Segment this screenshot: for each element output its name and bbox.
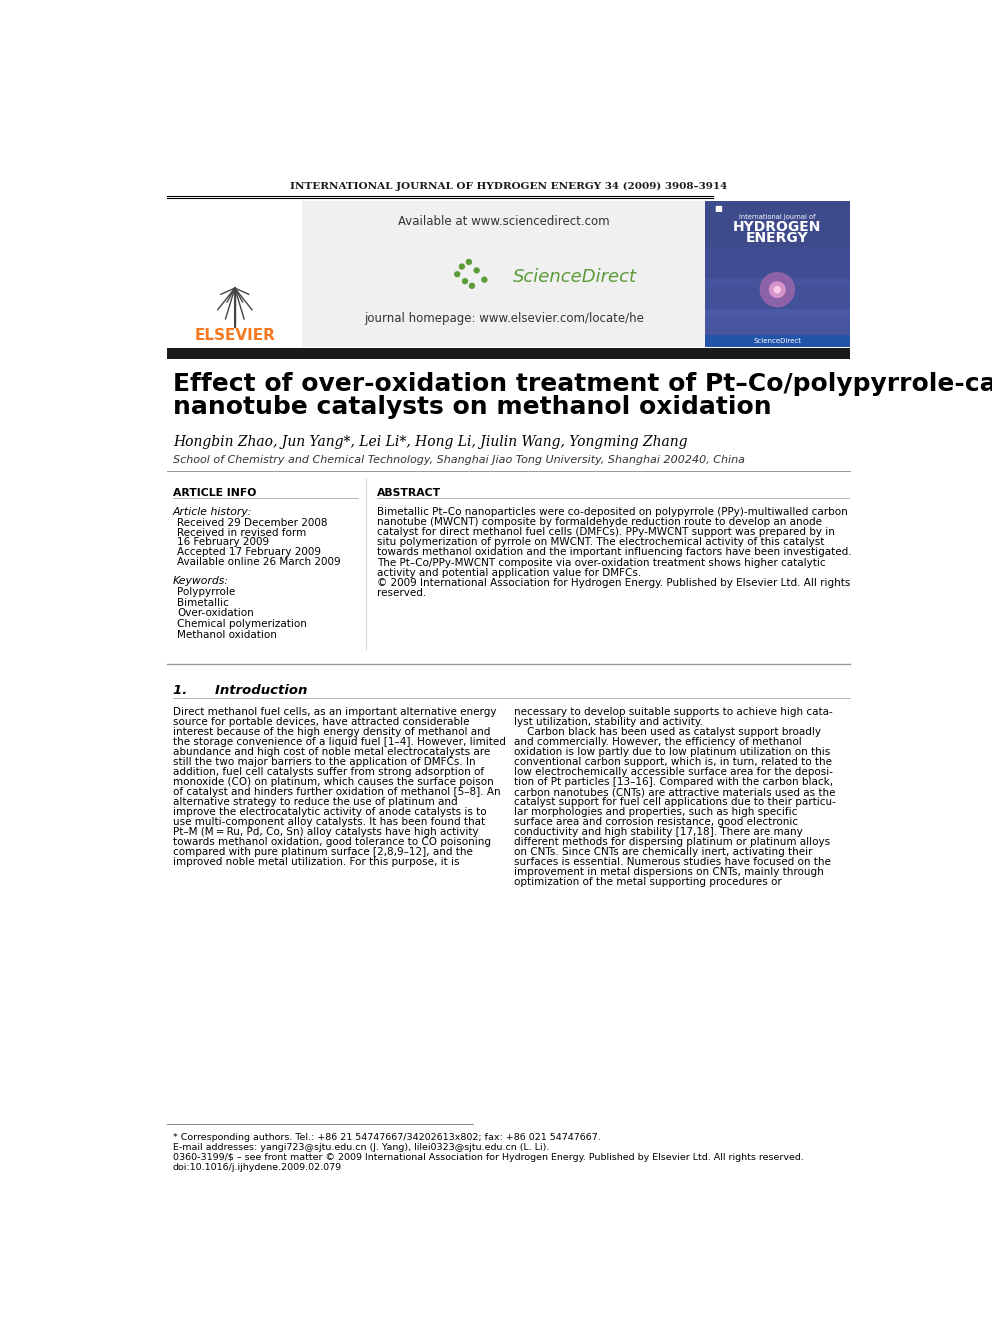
Text: tion of Pt particles [13–16]. Compared with the carbon black,: tion of Pt particles [13–16]. Compared w… <box>514 777 833 787</box>
Text: conventional carbon support, which is, in turn, related to the: conventional carbon support, which is, i… <box>514 757 832 767</box>
FancyBboxPatch shape <box>705 201 850 348</box>
Text: Bimetallic: Bimetallic <box>178 598 229 607</box>
Text: School of Chemistry and Chemical Technology, Shanghai Jiao Tong University, Shan: School of Chemistry and Chemical Technol… <box>173 455 745 464</box>
Text: of catalyst and hinders further oxidation of methanol [5–8]. An: of catalyst and hinders further oxidatio… <box>173 787 500 796</box>
Circle shape <box>482 278 487 282</box>
Circle shape <box>774 287 781 292</box>
Text: addition, fuel cell catalysts suffer from strong adsorption of: addition, fuel cell catalysts suffer fro… <box>173 767 484 777</box>
Text: improved noble metal utilization. For this purpose, it is: improved noble metal utilization. For th… <box>173 857 459 867</box>
Text: different methods for dispersing platinum or platinum alloys: different methods for dispersing platinu… <box>514 837 830 847</box>
Text: Over-oxidation: Over-oxidation <box>178 609 254 618</box>
Text: E-mail addresses: yangi723@sjtu.edu.cn (J. Yang), lilei0323@sjtu.edu.cn (L. Li).: E-mail addresses: yangi723@sjtu.edu.cn (… <box>173 1143 550 1152</box>
Text: ELSEVIER: ELSEVIER <box>194 328 275 344</box>
Text: still the two major barriers to the application of DMFCs. In: still the two major barriers to the appl… <box>173 757 475 767</box>
Text: journal homepage: www.elsevier.com/locate/he: journal homepage: www.elsevier.com/locat… <box>364 312 644 325</box>
Text: towards methanol oxidation, good tolerance to CO poisoning: towards methanol oxidation, good toleran… <box>173 837 491 847</box>
Circle shape <box>466 259 471 265</box>
Text: Effect of over-oxidation treatment of Pt–Co/polypyrrole-carbon: Effect of over-oxidation treatment of Pt… <box>173 372 992 396</box>
Text: compared with pure platinum surface [2,8,9–12], and the: compared with pure platinum surface [2,8… <box>173 847 473 857</box>
Text: oxidation is low partly due to low platinum utilization on this: oxidation is low partly due to low plati… <box>514 747 830 757</box>
Circle shape <box>760 273 795 307</box>
Text: surfaces is essential. Numerous studies have focused on the: surfaces is essential. Numerous studies … <box>514 857 830 867</box>
Text: ■: ■ <box>714 204 722 213</box>
Text: improve the electrocatalytic activity of anode catalysts is to: improve the electrocatalytic activity of… <box>173 807 486 818</box>
Text: carbon nanotubes (CNTs) are attractive materials used as the: carbon nanotubes (CNTs) are attractive m… <box>514 787 835 796</box>
Circle shape <box>474 269 479 273</box>
Text: the storage convenience of a liquid fuel [1–4]. However, limited: the storage convenience of a liquid fuel… <box>173 737 506 747</box>
Text: Hongbin Zhao, Jun Yang*, Lei Li*, Hong Li, Jiulin Wang, Yongming Zhang: Hongbin Zhao, Jun Yang*, Lei Li*, Hong L… <box>173 435 687 448</box>
Text: use multi-component alloy catalysts. It has been found that: use multi-component alloy catalysts. It … <box>173 818 485 827</box>
Text: Direct methanol fuel cells, as an important alternative energy: Direct methanol fuel cells, as an import… <box>173 706 496 717</box>
Text: Bimetallic Pt–Co nanoparticles were co-deposited on polypyrrole (PPy)-multiwalle: Bimetallic Pt–Co nanoparticles were co-d… <box>377 507 848 517</box>
Text: Chemical polymerization: Chemical polymerization <box>178 619 308 630</box>
FancyBboxPatch shape <box>705 335 850 348</box>
Text: © 2009 International Association for Hydrogen Energy. Published by Elsevier Ltd.: © 2009 International Association for Hyd… <box>377 578 851 587</box>
Text: Available at www.sciencedirect.com: Available at www.sciencedirect.com <box>398 216 609 229</box>
Text: low electrochemically accessible surface area for the deposi-: low electrochemically accessible surface… <box>514 767 833 777</box>
Text: HYDROGEN: HYDROGEN <box>733 221 821 234</box>
Text: ABSTRACT: ABSTRACT <box>377 488 441 499</box>
Text: Received 29 December 2008: Received 29 December 2008 <box>178 517 328 528</box>
Text: interest because of the high energy density of methanol and: interest because of the high energy dens… <box>173 728 490 737</box>
Text: Carbon black has been used as catalyst support broadly: Carbon black has been used as catalyst s… <box>514 728 820 737</box>
Text: on CNTs. Since CNTs are chemically inert, activating their: on CNTs. Since CNTs are chemically inert… <box>514 847 812 857</box>
Text: catalyst for direct methanol fuel cells (DMFCs). PPy-MWCNT support was prepared : catalyst for direct methanol fuel cells … <box>377 527 835 537</box>
Circle shape <box>462 279 467 283</box>
Text: lyst utilization, stability and activity.: lyst utilization, stability and activity… <box>514 717 702 728</box>
Circle shape <box>459 265 464 269</box>
Text: Methanol oxidation: Methanol oxidation <box>178 630 278 640</box>
Text: situ polymerization of pyrrole on MWCNT. The electrochemical activity of this ca: situ polymerization of pyrrole on MWCNT.… <box>377 537 824 548</box>
Text: Article history:: Article history: <box>173 507 252 517</box>
FancyBboxPatch shape <box>705 247 850 286</box>
Text: Keywords:: Keywords: <box>173 576 229 586</box>
Text: catalyst support for fuel cell applications due to their particu-: catalyst support for fuel cell applicati… <box>514 796 835 807</box>
Text: ENERGY: ENERGY <box>746 232 808 245</box>
Text: Pt–M (M = Ru, Pd, Co, Sn) alloy catalysts have high activity: Pt–M (M = Ru, Pd, Co, Sn) alloy catalyst… <box>173 827 478 837</box>
Text: ScienceDirect: ScienceDirect <box>753 339 802 344</box>
Text: Received in revised form: Received in revised form <box>178 528 307 537</box>
Text: abundance and high cost of noble metal electrocatalysts are: abundance and high cost of noble metal e… <box>173 747 490 757</box>
Text: alternative strategy to reduce the use of platinum and: alternative strategy to reduce the use o… <box>173 796 457 807</box>
Text: 1.      Introduction: 1. Introduction <box>173 684 308 697</box>
Text: and commercially. However, the efficiency of methanol: and commercially. However, the efficienc… <box>514 737 802 747</box>
Text: conductivity and high stability [17,18]. There are many: conductivity and high stability [17,18].… <box>514 827 803 837</box>
Text: Accepted 17 February 2009: Accepted 17 February 2009 <box>178 546 321 557</box>
Circle shape <box>469 283 474 288</box>
Text: towards methanol oxidation and the important influencing factors have been inves: towards methanol oxidation and the impor… <box>377 548 852 557</box>
FancyBboxPatch shape <box>303 201 705 348</box>
Circle shape <box>770 282 785 298</box>
Text: INTERNATIONAL JOURNAL OF HYDROGEN ENERGY 34 (2009) 3908–3914: INTERNATIONAL JOURNAL OF HYDROGEN ENERGY… <box>290 183 727 191</box>
Text: activity and potential application value for DMFCs.: activity and potential application value… <box>377 568 642 578</box>
Text: doi:10.1016/j.ijhydene.2009.02.079: doi:10.1016/j.ijhydene.2009.02.079 <box>173 1163 342 1172</box>
FancyBboxPatch shape <box>705 308 850 348</box>
Text: The Pt–Co/PPy-MWCNT composite via over-oxidation treatment shows higher catalyti: The Pt–Co/PPy-MWCNT composite via over-o… <box>377 557 826 568</box>
Text: surface area and corrosion resistance, good electronic: surface area and corrosion resistance, g… <box>514 818 798 827</box>
Text: Polypyrrole: Polypyrrole <box>178 587 236 597</box>
Text: nanotube catalysts on methanol oxidation: nanotube catalysts on methanol oxidation <box>173 394 772 418</box>
Circle shape <box>454 271 459 277</box>
Text: monoxide (CO) on platinum, which causes the surface poison: monoxide (CO) on platinum, which causes … <box>173 777 494 787</box>
FancyBboxPatch shape <box>705 278 850 316</box>
Text: ScienceDirect: ScienceDirect <box>513 267 637 286</box>
Text: International Journal of: International Journal of <box>739 214 815 221</box>
FancyBboxPatch shape <box>167 348 850 359</box>
Text: nanotube (MWCNT) composite by formaldehyde reduction route to develop an anode: nanotube (MWCNT) composite by formaldehy… <box>377 517 822 527</box>
Text: lar morphologies and properties, such as high specific: lar morphologies and properties, such as… <box>514 807 798 818</box>
Text: source for portable devices, have attracted considerable: source for portable devices, have attrac… <box>173 717 469 728</box>
Text: 0360-3199/$ – see front matter © 2009 International Association for Hydrogen Ene: 0360-3199/$ – see front matter © 2009 In… <box>173 1152 804 1162</box>
Text: optimization of the metal supporting procedures or: optimization of the metal supporting pro… <box>514 877 782 888</box>
Text: improvement in metal dispersions on CNTs, mainly through: improvement in metal dispersions on CNTs… <box>514 867 823 877</box>
Text: 16 February 2009: 16 February 2009 <box>178 537 270 546</box>
Text: ARTICLE INFO: ARTICLE INFO <box>173 488 256 499</box>
Text: reserved.: reserved. <box>377 589 427 598</box>
Text: Available online 26 March 2009: Available online 26 March 2009 <box>178 557 341 566</box>
Text: necessary to develop suitable supports to achieve high cata-: necessary to develop suitable supports t… <box>514 706 832 717</box>
FancyBboxPatch shape <box>167 230 300 344</box>
Text: * Corresponding authors. Tel.: +86 21 54747667/34202613x802; fax: +86 021 547476: * Corresponding authors. Tel.: +86 21 54… <box>173 1132 600 1142</box>
